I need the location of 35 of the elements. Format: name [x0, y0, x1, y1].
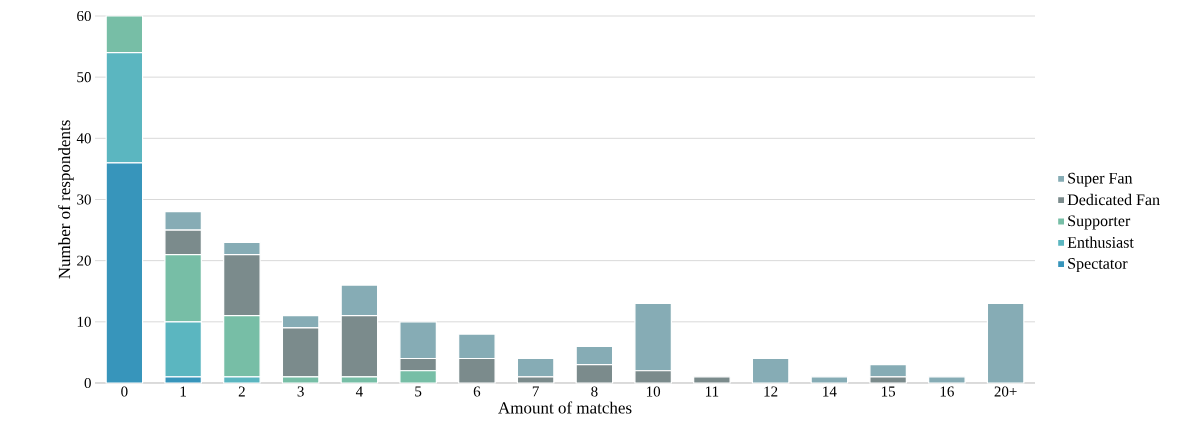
x-tick-label: 6: [473, 386, 481, 397]
bar: [693, 376, 731, 384]
x-tick-label: 4: [355, 386, 363, 397]
x-axis-title: Amount of matches: [498, 401, 632, 414]
legend-label: Super Fan: [1068, 172, 1133, 187]
y-tick-label: 0: [84, 377, 91, 389]
x-tick-label: 15: [881, 386, 896, 397]
x-tick-label: 0: [121, 386, 128, 397]
y-axis-title: Number of respondents: [58, 120, 74, 279]
y-tick-label: 60: [77, 10, 91, 22]
y-tick-label: 30: [77, 194, 91, 205]
legend-label: Enthusiast: [1067, 236, 1134, 248]
x-tick-label: 2: [238, 386, 245, 397]
x-tick-label: 7: [532, 386, 539, 397]
x-tick-label: 16: [940, 386, 954, 397]
legend-label: Spectator: [1068, 258, 1128, 273]
bar: [928, 376, 966, 384]
x-tick-label: 3: [297, 386, 304, 397]
y-tick-label: 50: [77, 72, 91, 83]
x-tick-label: 1: [180, 386, 186, 397]
x-tick-label: 14: [823, 386, 837, 397]
x-tick-label: 10: [646, 386, 661, 397]
x-tick-label: 12: [764, 386, 778, 397]
legend-label: Supporter: [1068, 215, 1131, 230]
y-tick-label: 10: [77, 316, 91, 327]
bar: [751, 357, 790, 384]
bar: [810, 376, 849, 384]
legend-label: Dedicated Fan: [1067, 193, 1160, 206]
x-tick-label: 20+: [994, 386, 1017, 397]
bar: [986, 302, 1025, 384]
y-tick-label: 40: [76, 133, 91, 144]
y-tick-label: 20: [77, 255, 91, 266]
x-tick-label: 8: [591, 386, 598, 397]
x-tick-label: 11: [705, 386, 719, 397]
x-tick-label: 5: [415, 386, 422, 397]
